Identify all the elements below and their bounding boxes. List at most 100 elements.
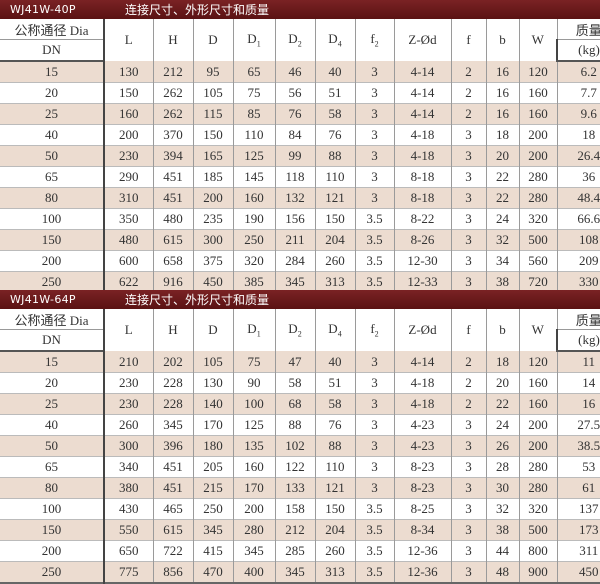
table-cell: 345: [192, 519, 233, 541]
table-cell: 500: [518, 229, 557, 251]
table-cell: 800: [518, 540, 557, 562]
table-cell: 16: [556, 393, 600, 415]
table-cell: 4-14: [393, 351, 451, 373]
table-row: 65 340 451 205 160 122 110 3 8-23 3 28 280 53: [0, 456, 600, 478]
table-cell: 18: [485, 351, 519, 373]
table-cell: 27.5: [556, 414, 600, 436]
table-row: 250 622 916 450 385 345 313 3.5 12-33 3 38 720 330: [0, 271, 600, 293]
table-cell: 204: [314, 519, 355, 541]
table-cell: 173: [556, 519, 600, 541]
table-cell: 285: [274, 540, 315, 562]
table-cell: 65: [232, 61, 275, 83]
table-cell: 88: [314, 145, 355, 167]
table-cell: 3: [354, 124, 394, 146]
table-cell: 170: [192, 414, 233, 436]
column-header: L: [103, 309, 153, 351]
column-header: L: [103, 19, 153, 61]
column-header: b: [485, 19, 519, 61]
table-cell: 3: [450, 166, 486, 188]
table-cell: 470: [192, 561, 233, 583]
column-header: W: [518, 19, 557, 61]
table-cell: 380: [103, 477, 153, 499]
table-cell: 51: [314, 82, 355, 104]
table-cell: 200: [192, 187, 233, 209]
table-cell: 105: [192, 351, 233, 373]
table-cell: 56: [274, 82, 315, 104]
table-cell: 120: [518, 61, 557, 83]
table-cell: 2: [450, 351, 486, 373]
table-cell: 650: [103, 540, 153, 562]
column-header: b: [485, 309, 519, 351]
table-row: 150 550 615 345 280 212 204 3.5 8-34 3 38 500 173: [0, 519, 600, 541]
table-cell: 3: [354, 145, 394, 167]
column-header: f: [450, 309, 486, 351]
table-cell: 110: [314, 166, 355, 188]
table-cell: 118: [274, 166, 315, 188]
dimension-table: 公称通径 Dia L H D D1 D2 D4 f2 Z-Ød f b W 质量 DN (kg) 15 210 2…: [0, 309, 600, 584]
table-cell: 66.6: [556, 208, 600, 230]
table-cell: 130: [103, 61, 153, 83]
table-cell: 228: [152, 372, 193, 394]
table-cell: 8-23: [393, 456, 451, 478]
table-cell: 115: [192, 103, 233, 125]
table-cell: 320: [518, 208, 557, 230]
table-row: 50 230 394 165 125 99 88 3 4-18 3 20 200 26.4: [0, 145, 600, 167]
table-cell: 280: [518, 187, 557, 209]
table-cell: 345: [232, 540, 275, 562]
table-cell: 38: [485, 271, 519, 293]
table-cell: 61: [556, 477, 600, 499]
table-cell: 125: [232, 414, 275, 436]
table-cell: 40: [45, 127, 58, 142]
table-cell: 100: [41, 501, 62, 516]
table-row: 40 260 345 170 125 88 76 3 4-23 3 24 200 27.5: [0, 414, 600, 436]
table-cell: 80: [45, 190, 58, 205]
table-cell: 4-23: [393, 414, 451, 436]
table-cell: 28: [485, 456, 519, 478]
table-cell: 3: [354, 351, 394, 373]
table-cell: 40: [314, 351, 355, 373]
table-cell: 3: [450, 519, 486, 541]
table-row: 20 150 262 105 75 56 51 3 4-14 2 16 160 7.7: [0, 82, 600, 104]
table-cell: 260: [103, 414, 153, 436]
table-cell: 15: [45, 354, 58, 369]
table-cell: 3: [450, 271, 486, 293]
table-cell: 300: [192, 229, 233, 251]
table-cell: 20: [45, 85, 58, 100]
table-cell: 137: [556, 498, 600, 520]
table-cell: 204: [314, 229, 355, 251]
mass-header: 质量: [556, 309, 600, 330]
table-cell: 202: [152, 351, 193, 373]
table-cell: 3: [354, 393, 394, 415]
table-cell: 58: [314, 393, 355, 415]
table-cell: 3: [354, 166, 394, 188]
table-cell: 75: [232, 351, 275, 373]
table-cell: 160: [232, 456, 275, 478]
table-cell: 280: [518, 166, 557, 188]
table-cell: 8-34: [393, 519, 451, 541]
table-cell: 58: [274, 372, 315, 394]
table-cell: 720: [518, 271, 557, 293]
table-cell: 84: [274, 124, 315, 146]
table-cell: 313: [314, 561, 355, 583]
table-cell: 4-18: [393, 124, 451, 146]
table-row: 15 210 202 105 75 47 40 3 4-14 2 18 120 11: [0, 351, 600, 373]
table-row: 80 310 451 200 160 132 121 3 8-18 3 22 280 48.4: [0, 187, 600, 209]
table-row: 200 600 658 375 320 284 260 3.5 12-30 3 34 560 209: [0, 250, 600, 272]
table-cell: 26: [485, 435, 519, 457]
table-cell: 100: [232, 393, 275, 415]
column-header: Z-Ød: [393, 309, 451, 351]
column-header: D4: [314, 19, 355, 61]
table-cell: 76: [274, 103, 315, 125]
table-cell: 150: [314, 498, 355, 520]
table-cell: 3: [354, 372, 394, 394]
dn-header: 公称通径 Dia: [0, 19, 104, 40]
table-cell: 24: [485, 208, 519, 230]
table-cell: 228: [152, 393, 193, 415]
table-cell: 22: [485, 187, 519, 209]
table-cell: 385: [232, 271, 275, 293]
table-row: 65 290 451 185 145 118 110 3 8-18 3 22 280 36: [0, 166, 600, 188]
table-cell: 132: [274, 187, 315, 209]
table-cell: 3.5: [354, 208, 394, 230]
table-cell: 38.5: [556, 435, 600, 457]
table-cell: 450: [192, 271, 233, 293]
